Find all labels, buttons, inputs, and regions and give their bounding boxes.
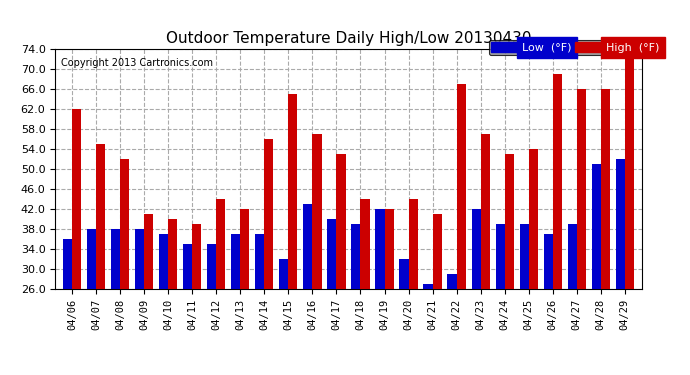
Bar <box>384 209 393 289</box>
Bar <box>375 209 384 289</box>
Bar <box>183 244 193 289</box>
Bar <box>360 199 370 289</box>
Bar <box>520 224 529 289</box>
Title: Outdoor Temperature Daily High/Low 20130430: Outdoor Temperature Daily High/Low 20130… <box>166 31 531 46</box>
Bar <box>216 199 226 289</box>
Bar <box>495 224 504 289</box>
Bar <box>448 274 457 289</box>
Legend: Low  (°F), High  (°F): Low (°F), High (°F) <box>489 40 662 55</box>
Bar <box>288 94 297 289</box>
Bar <box>408 199 417 289</box>
Bar <box>264 139 273 289</box>
Bar <box>400 259 408 289</box>
Bar <box>529 149 538 289</box>
Bar <box>471 209 481 289</box>
Bar <box>63 239 72 289</box>
Bar <box>504 154 514 289</box>
Bar <box>96 144 105 289</box>
Bar <box>87 229 96 289</box>
Bar <box>120 159 129 289</box>
Bar <box>144 214 153 289</box>
Bar <box>168 219 177 289</box>
Bar <box>72 109 81 289</box>
Bar <box>240 209 249 289</box>
Bar <box>553 74 562 289</box>
Bar <box>615 159 625 289</box>
Bar <box>255 234 264 289</box>
Bar <box>481 134 490 289</box>
Bar <box>625 49 634 289</box>
Text: Copyright 2013 Cartronics.com: Copyright 2013 Cartronics.com <box>61 57 213 68</box>
Bar <box>304 204 313 289</box>
Bar <box>207 244 216 289</box>
Bar <box>577 89 586 289</box>
Bar <box>327 219 337 289</box>
Bar <box>457 84 466 289</box>
Bar <box>279 259 288 289</box>
Bar <box>433 214 442 289</box>
Bar <box>592 164 601 289</box>
Bar <box>193 224 201 289</box>
Bar <box>601 89 610 289</box>
Bar <box>351 224 360 289</box>
Bar <box>424 284 433 289</box>
Bar <box>337 154 346 289</box>
Bar <box>568 224 577 289</box>
Bar <box>544 234 553 289</box>
Bar <box>231 234 240 289</box>
Bar <box>159 234 168 289</box>
Bar <box>135 229 144 289</box>
Bar <box>313 134 322 289</box>
Bar <box>111 229 120 289</box>
